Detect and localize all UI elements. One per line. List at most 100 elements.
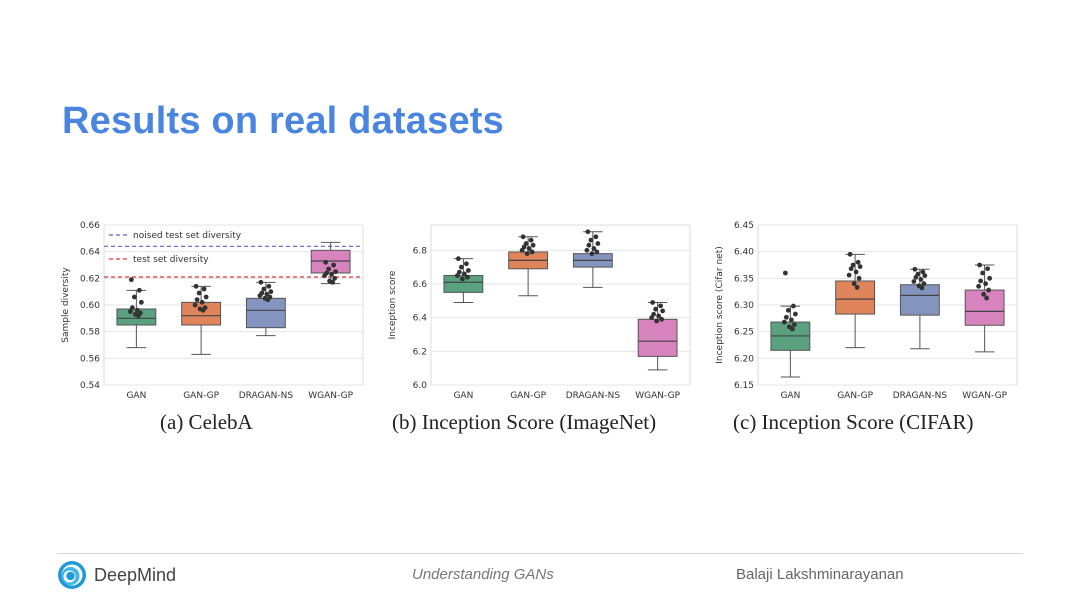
chart-panel-cifar: 6.15 6.20 6.25 6.30 6.35 6.40 6.45 Inception sc… xyxy=(712,215,1032,401)
y-axis-label: Inception score (Cifar net) xyxy=(715,246,725,364)
data-point-dragan-ns xyxy=(584,247,590,253)
data-point-dragan-ns xyxy=(261,286,267,292)
data-point-wgan-gp xyxy=(977,262,983,268)
data-point-wgan-gp xyxy=(983,281,989,287)
plot-area xyxy=(430,224,691,386)
data-point-gan-gp xyxy=(856,275,862,281)
y-tick-label: 0.62 xyxy=(80,274,100,284)
data-point-gan xyxy=(455,256,461,262)
data-point-dragan-ns xyxy=(920,269,926,275)
data-point-gan-gp xyxy=(855,259,861,265)
y-tick-label: 0.64 xyxy=(80,248,100,258)
chart-panel-imagenet: 6.0 6.2 6.4 6.6 6.8 Inception score GAN GAN-GP D… xyxy=(385,215,705,401)
data-point-gan xyxy=(783,314,789,320)
data-point-wgan-gp xyxy=(660,308,666,314)
data-point-dragan-ns xyxy=(591,246,597,251)
data-point-gan-gp xyxy=(847,251,853,257)
box-gan-gp xyxy=(181,301,222,326)
data-point-gan-gp xyxy=(199,299,205,305)
data-point-gan-gp xyxy=(526,246,532,251)
chart-imagenet: 6.0 6.2 6.4 6.6 6.8 Inception score GAN GAN-GP D… xyxy=(388,224,691,401)
x-tick-label-gan-gp: GAN-GP xyxy=(183,391,219,401)
data-point-gan xyxy=(131,294,137,300)
box-gan-gp xyxy=(835,280,876,315)
data-point-dragan-ns xyxy=(594,249,600,255)
data-point-dragan-ns xyxy=(589,251,595,257)
y-tick-label: 6.30 xyxy=(734,301,754,311)
data-point-dragan-ns xyxy=(593,234,599,240)
data-point-gan-gp xyxy=(853,269,859,275)
y-tick-label: 6.20 xyxy=(734,354,754,364)
data-point-dragan-ns xyxy=(258,279,264,285)
data-point-dragan-ns xyxy=(921,281,927,287)
x-tick-label-wgan-gp: WGAN-GP xyxy=(635,391,680,401)
chart-celeba: 0.54 0.56 0.58 0.60 0.62 0.64 0.66 Sample diver… xyxy=(61,221,364,401)
data-point-wgan-gp xyxy=(650,300,656,305)
data-point-wgan-gp xyxy=(984,295,990,301)
data-point-gan-gp xyxy=(200,307,206,313)
y-tick-label: 6.35 xyxy=(734,274,754,284)
data-point-gan-gp xyxy=(848,266,854,272)
data-point-gan-gp xyxy=(519,247,525,253)
data-point-gan xyxy=(461,271,467,277)
data-point-gan xyxy=(127,309,133,315)
chart-panel-celeba: 0.54 0.56 0.58 0.60 0.62 0.64 0.66 Sample diver… xyxy=(58,215,378,401)
data-point-dragan-ns xyxy=(257,293,263,299)
data-point-gan xyxy=(136,287,142,293)
data-point-dragan-ns xyxy=(586,242,592,248)
data-point-wgan-gp xyxy=(330,279,336,285)
data-point-wgan-gp xyxy=(331,262,337,268)
data-point-wgan-gp xyxy=(654,318,660,324)
y-tick-label: 6.8 xyxy=(413,246,428,256)
x-tick-label-dragan-ns: DRAGAN-NS xyxy=(566,391,621,401)
data-point-wgan-gp xyxy=(326,266,332,272)
data-point-gan-gp xyxy=(851,281,857,287)
data-point-gan-gp xyxy=(857,264,863,269)
data-point-gan-gp xyxy=(846,272,852,278)
data-point-gan-gp xyxy=(201,286,207,292)
x-tick-label-dragan-ns: DRAGAN-NS xyxy=(239,391,294,401)
data-point-wgan-gp xyxy=(653,306,659,312)
data-point-dragan-ns xyxy=(585,229,591,235)
data-point-wgan-gp xyxy=(658,303,664,309)
data-point-gan-gp xyxy=(530,242,536,248)
y-tick-label: 0.66 xyxy=(80,221,100,231)
box-dragan-ns xyxy=(245,297,286,329)
x-tick-label-wgan-gp: WGAN-GP xyxy=(308,391,353,401)
caption-cifar: (c) Inception Score (CIFAR) xyxy=(733,410,974,434)
data-point-wgan-gp xyxy=(659,316,665,322)
data-point-gan-gp xyxy=(193,283,199,289)
y-tick-label: 0.60 xyxy=(80,301,100,311)
data-point-dragan-ns xyxy=(266,283,272,289)
data-point-wgan-gp xyxy=(987,275,993,281)
data-point-gan-gp xyxy=(854,285,860,290)
y-tick-label: 6.2 xyxy=(413,347,427,357)
x-tick-label-wgan-gp: WGAN-GP xyxy=(962,391,1007,401)
data-point-gan xyxy=(463,261,469,267)
data-point-gan-gp xyxy=(528,237,534,243)
x-tick-label-gan-gp: GAN-GP xyxy=(510,391,546,401)
data-point-dragan-ns xyxy=(918,277,924,282)
y-axis-label: Sample diversity xyxy=(61,267,71,343)
data-point-dragan-ns xyxy=(912,266,918,272)
y-tick-label: 0.56 xyxy=(80,354,100,364)
slide-title: Results on real datasets xyxy=(62,100,504,142)
y-axis-label: Inception score xyxy=(388,270,398,339)
data-point-wgan-gp xyxy=(980,270,986,276)
data-point-dragan-ns xyxy=(265,297,271,303)
data-point-dragan-ns xyxy=(913,274,919,280)
data-point-dragan-ns xyxy=(268,289,274,295)
data-point-gan xyxy=(465,268,471,273)
data-point-wgan-gp xyxy=(322,273,328,279)
data-point-gan-gp xyxy=(524,251,530,257)
data-point-wgan-gp xyxy=(981,291,987,297)
box-wgan-gp xyxy=(964,289,1005,326)
caption-imagenet: (b) Inception Score (ImageNet) xyxy=(392,410,657,434)
footer-brand: DeepMind xyxy=(94,565,177,585)
data-point-gan xyxy=(128,277,134,283)
data-point-gan-gp xyxy=(192,302,198,308)
y-tick-label: 6.6 xyxy=(413,280,428,290)
data-point-dragan-ns xyxy=(595,241,601,246)
caption-celeba: (a) CelebA xyxy=(160,410,253,434)
x-tick-label-gan: GAN xyxy=(453,391,473,401)
